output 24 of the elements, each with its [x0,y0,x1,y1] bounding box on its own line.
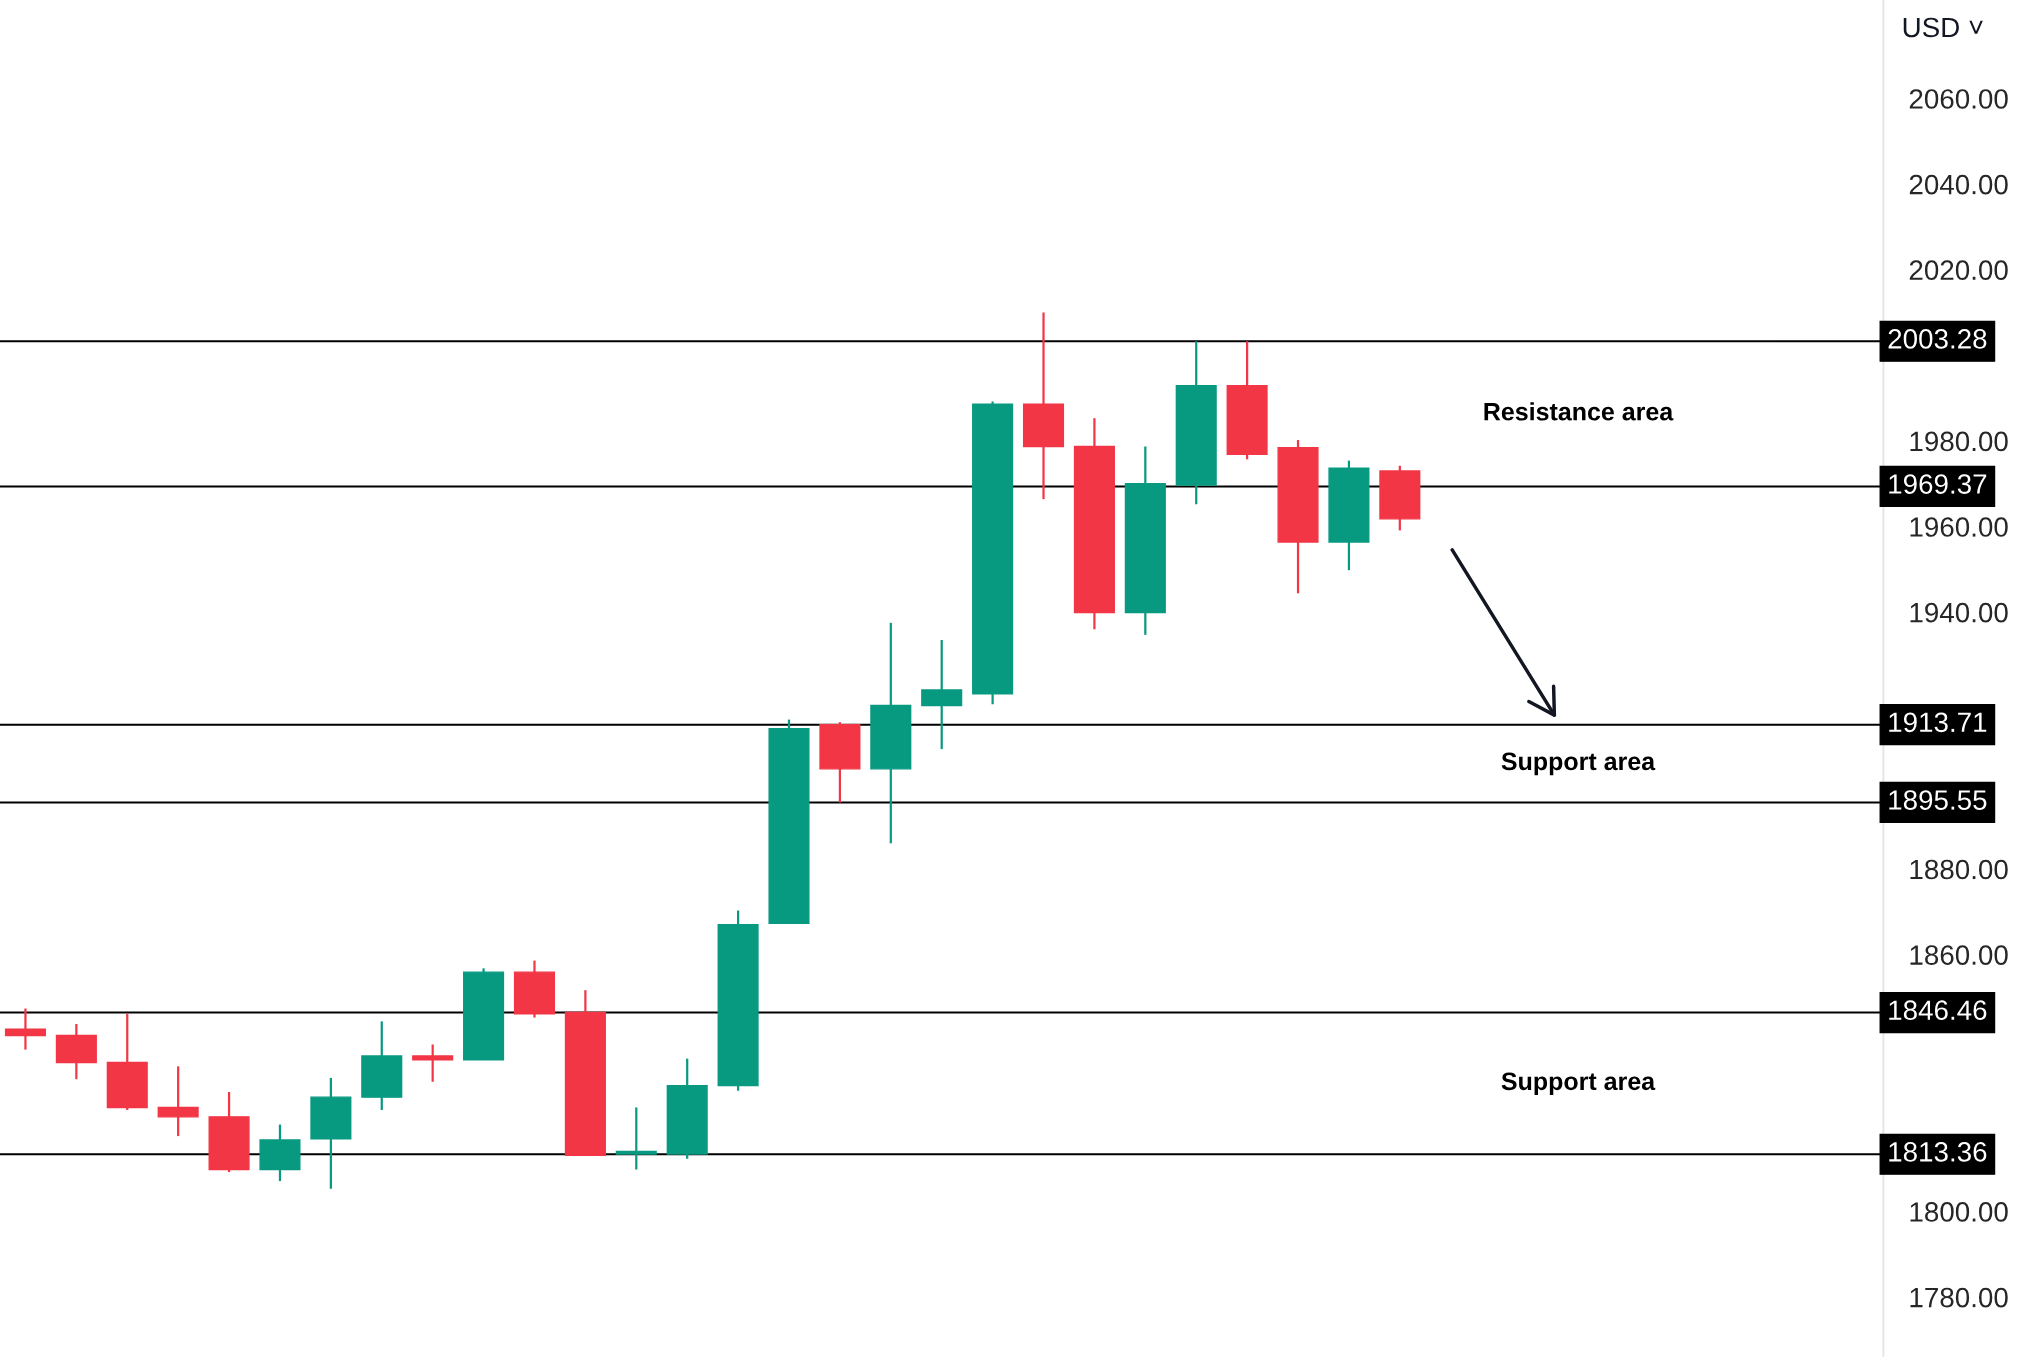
y-tick-label: 2020.00 [1909,260,2008,281]
ref-line-label: 1846.46 [1889,1000,1987,1021]
y-tick-label: 1880.00 [1910,859,2008,880]
candlestick [615,1106,657,1171]
text: USD ˅ [1903,17,1983,38]
candlestick [157,1065,199,1138]
y-tick-label: 1800.00 [1910,1202,2008,1222]
y-tick-label: 1860.00 [1910,945,2008,965]
ref-line-label: 1895.55 [1889,790,1987,810]
y-tick-label: 2040.00 [1909,174,2008,195]
candlestick [4,1007,46,1051]
candlestick [412,1043,454,1083]
ref-line-label: 1813.36 [1889,1142,1987,1162]
y-tick-label: 1960.00 [1910,517,2008,537]
y-tick-label: 1780.00 [1910,1287,2008,1308]
annotation: Resistance area [1484,402,1674,421]
y-tick-label: 1940.00 [1910,602,2008,623]
ref-line-label: 1969.37 [1889,474,1987,494]
y-tick-label: 1980.00 [1910,431,2008,452]
annotation: Support area [1501,1072,1656,1096]
ref-line-label: 1913.71 [1889,712,1987,733]
y-tick-label: 2060.00 [1909,89,2008,109]
ref-line-label: 2003.28 [1888,329,1987,349]
annotation: Support area [1501,752,1656,776]
